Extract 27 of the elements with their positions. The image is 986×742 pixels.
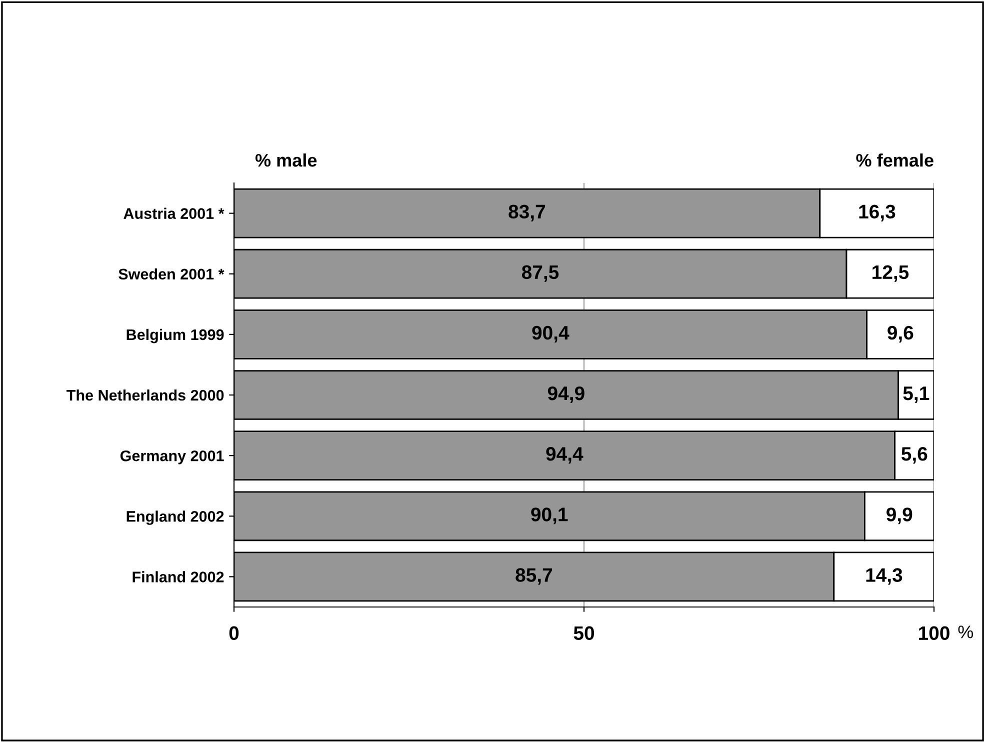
data-label: 83,7	[508, 204, 546, 222]
data-label: 5,1	[903, 386, 930, 404]
y-tick-label: Finland 2002	[132, 571, 224, 582]
y-tick-label: Austria 2001 *	[124, 208, 224, 219]
y-tick-label: Sweden 2001 *	[118, 268, 224, 280]
data-label: 16,3	[859, 204, 896, 222]
data-label: 87,5	[522, 265, 559, 282]
data-label: 85,7	[516, 568, 552, 585]
y-tick-label: The Netherlands 2000	[66, 389, 224, 401]
data-label: 94,4	[546, 447, 584, 464]
data-label: 14,3	[866, 568, 902, 585]
y-tick-label: England 2002	[126, 510, 224, 525]
x-axis-title: %	[958, 626, 974, 638]
data-label: 9,6	[888, 326, 914, 342]
series-label: % male	[255, 153, 317, 167]
data-label: 12,5	[872, 265, 909, 282]
x-tick-label: 50	[574, 626, 594, 640]
data-label: 94,9	[548, 386, 584, 404]
data-label: 5,6	[901, 447, 928, 464]
y-tick-label: Germany 2001	[120, 450, 224, 464]
series-label: % female	[856, 153, 934, 167]
x-tick-label: 100	[919, 626, 950, 640]
data-label: 90,4	[532, 326, 570, 342]
x-tick-label: 0	[229, 626, 239, 640]
data-label: 9,9	[886, 508, 912, 524]
y-tick-label: Belgium 1999	[126, 328, 224, 344]
data-label: 90,1	[531, 508, 568, 524]
